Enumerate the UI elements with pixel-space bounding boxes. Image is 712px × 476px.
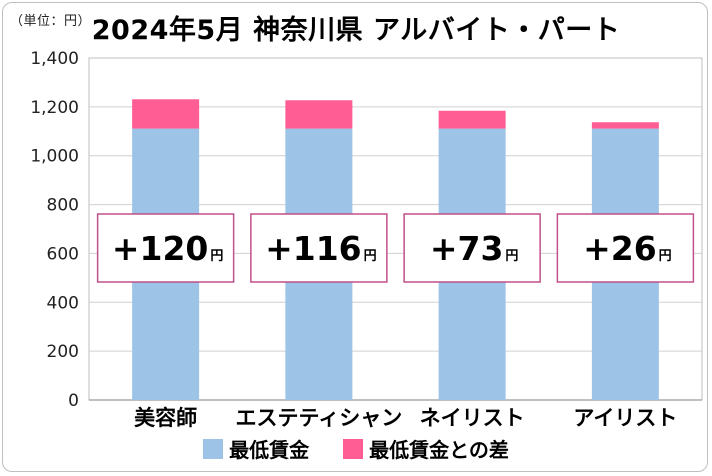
bar-difference bbox=[438, 110, 506, 129]
y-tick-label: 1,000 bbox=[30, 147, 79, 167]
difference-unit: 円 bbox=[364, 249, 377, 264]
legend: 最低賃金 最低賃金との差 bbox=[0, 434, 712, 463]
bar-difference bbox=[132, 99, 200, 129]
difference-callout bbox=[96, 213, 235, 283]
difference-callout bbox=[556, 213, 695, 283]
y-tick-label: 200 bbox=[47, 342, 79, 362]
difference-value: +26 bbox=[583, 229, 657, 268]
unit-label: （単位：円） bbox=[10, 14, 92, 29]
legend-label-minimum-wage: 最低賃金 bbox=[229, 438, 310, 462]
difference-callout bbox=[403, 213, 541, 283]
chart-title: 2024年5月 神奈川県 アルバイト・パート bbox=[91, 15, 621, 46]
difference-value: +73 bbox=[430, 229, 504, 268]
difference-value: +116 bbox=[265, 229, 362, 268]
y-tick-label: 0 bbox=[68, 391, 79, 411]
x-tick-label: 美容師 bbox=[134, 406, 197, 430]
difference-unit: 円 bbox=[210, 249, 223, 264]
bar-difference bbox=[285, 100, 353, 129]
legend-item-difference: 最低賃金との差 bbox=[343, 434, 509, 463]
y-tick-label: 1,400 bbox=[30, 49, 79, 69]
y-tick-label: 400 bbox=[47, 293, 79, 313]
legend-item-minimum-wage: 最低賃金 bbox=[203, 434, 309, 463]
y-tick-label: 800 bbox=[47, 196, 79, 216]
difference-callout-label: +120 円 bbox=[112, 229, 224, 268]
difference-callout-label: +116 円 bbox=[265, 229, 377, 268]
x-tick-label: アイリスト bbox=[573, 406, 677, 430]
x-tick-label: エステティシャン bbox=[236, 406, 403, 430]
y-tick-label: 1,200 bbox=[30, 98, 79, 118]
difference-unit: 円 bbox=[505, 249, 518, 264]
difference-unit: 円 bbox=[659, 249, 672, 264]
y-tick-label: 600 bbox=[47, 244, 79, 264]
legend-swatch-minimum-wage bbox=[203, 438, 224, 459]
difference-callout-label: +73 円 bbox=[430, 229, 519, 268]
x-tick-label: ネイリスト bbox=[420, 406, 525, 430]
legend-swatch-difference bbox=[343, 438, 364, 459]
difference-value: +120 bbox=[112, 229, 209, 268]
bar-difference bbox=[591, 122, 659, 129]
difference-callout bbox=[250, 213, 388, 283]
legend-label-difference: 最低賃金との差 bbox=[369, 438, 509, 462]
difference-callout-label: +26 円 bbox=[583, 229, 672, 268]
